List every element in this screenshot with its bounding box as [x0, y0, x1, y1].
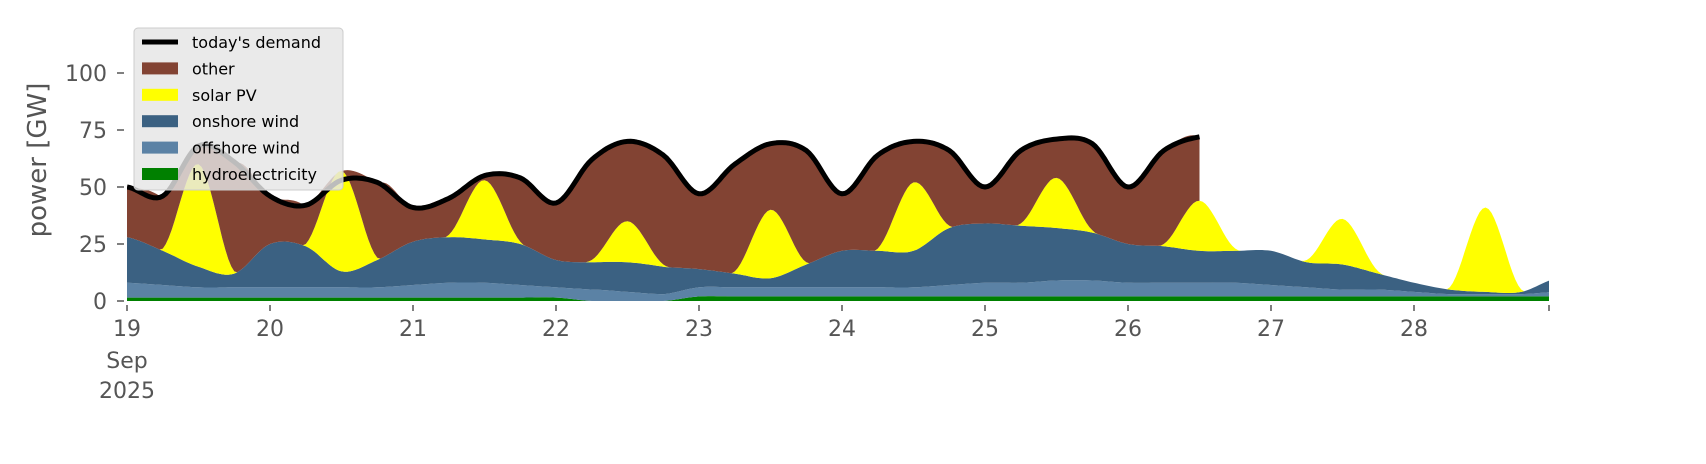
y-tick-label: 0 [93, 290, 107, 315]
y-tick-label: 75 [79, 119, 107, 144]
x-tick-label: 26 [1114, 317, 1142, 342]
y-tick-label: 100 [65, 62, 107, 87]
demand-line [127, 134, 1200, 211]
legend-other-swatch [142, 62, 178, 75]
legend-onshore-label: onshore wind [192, 112, 299, 131]
x-tick-label: 23 [685, 317, 713, 342]
stacked-areas [127, 134, 1549, 301]
hydro-area [127, 296, 1549, 301]
legend-frame [133, 27, 344, 191]
x-tick-sublabel: Sep [106, 349, 147, 374]
x-tick-label: 28 [1400, 317, 1428, 342]
x-tick-label: 20 [256, 317, 284, 342]
x-tick-label: 22 [542, 317, 570, 342]
x-tick-label: 24 [828, 317, 856, 342]
offshore-area [127, 280, 1549, 301]
legend: today's demand other solar PV onshore wind o… [133, 27, 344, 191]
legend-offshore-swatch [142, 141, 178, 154]
x-tick-label: 25 [971, 317, 999, 342]
legend-onshore-swatch [142, 115, 178, 128]
solar-area [127, 164, 1549, 293]
y-tick-label: 50 [79, 176, 107, 201]
x-axis: 19 20 21 22 23 24 25 26 27 28 Sep 2025 [99, 305, 1550, 404]
legend-solar-swatch [142, 88, 178, 101]
x-tick-label: 21 [399, 317, 427, 342]
legend-other-label: other [192, 59, 235, 78]
y-tick-label: 25 [79, 233, 107, 258]
onshore-area [127, 223, 1549, 295]
legend-solar-label: solar PV [192, 86, 257, 105]
legend-offshore-label: offshore wind [192, 139, 300, 158]
legend-hydro-swatch [142, 168, 178, 180]
legend-demand-label: today's demand [192, 33, 321, 52]
other-area [127, 135, 1200, 274]
x-tick-sublabel: 2025 [99, 379, 155, 404]
y-axis: 0 25 50 75 100 [65, 62, 124, 315]
legend-hydro-label: hydroelectricity [192, 165, 317, 184]
x-tick-label: 27 [1257, 317, 1285, 342]
x-tick-label: 19 [113, 317, 141, 342]
y-axis-label: power [GW] [23, 83, 53, 238]
